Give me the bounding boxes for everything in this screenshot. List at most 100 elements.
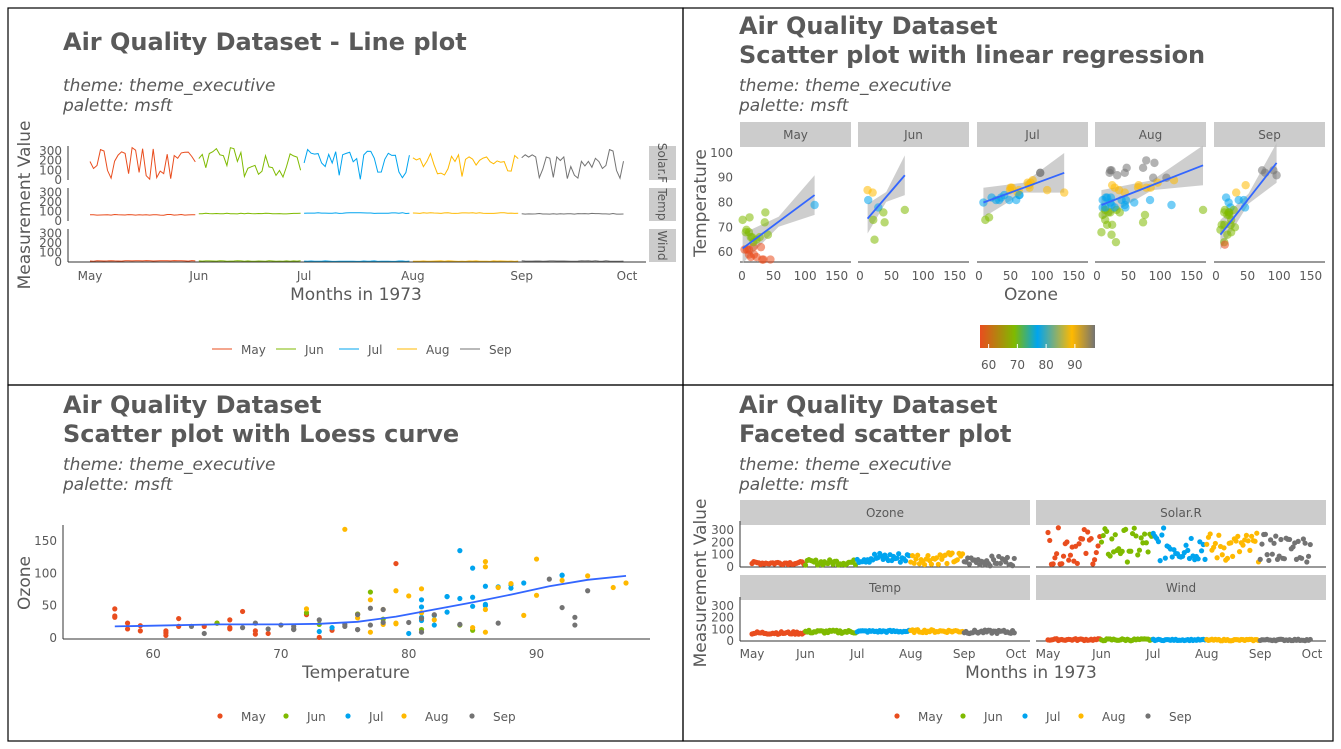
panel3-point-sep [291,626,297,632]
panel2-point [1107,230,1116,239]
panel4-point-aug [944,560,950,567]
panel3-legend-label: May [241,710,266,724]
panel1-ytick-label: 0 [54,255,62,269]
panel2-colorbar-label: 90 [1067,358,1082,372]
panel4-point-jul [1188,535,1194,542]
panel3-point-may [163,628,169,634]
panel2-point [880,218,889,227]
panel1-facet-label: Solar.F [655,143,669,183]
panel4-point-aug [1214,555,1220,561]
panel1-subtitle-palette: palette: msft [62,96,174,116]
panel2-point [738,215,747,225]
panel2-point [760,218,769,227]
panel3-legend-key [217,713,223,719]
panel1-ytick-label: 100 [39,246,62,260]
panel4-point-jun [1107,553,1113,559]
panel3-legend-key [283,713,289,719]
panel4-point-aug [1243,532,1250,538]
panel4-point-may [1060,553,1067,559]
panel4-xtick-label: May [1036,647,1061,661]
panel4-point-sep [1307,636,1313,643]
panel3-point-aug [418,586,425,592]
panel4-point-jul [1162,555,1168,561]
panel3-point-aug [533,592,540,598]
panel2-point [1101,193,1111,202]
panel3-point-jun [367,589,373,595]
panel3-xtick-label: 90 [529,647,544,661]
panel1-ytick-label: 300 [39,227,62,241]
panel3-point-aug [521,612,527,618]
panel3-point-sep [239,625,246,631]
panel2-facet-label: May [783,128,808,142]
panel4-point-may [1064,539,1070,545]
panel3-point-may [239,608,246,615]
panel4-xtick-label: Aug [1195,647,1218,661]
panel1-ytick-label: 300 [39,144,62,158]
panel-border-line-plot [7,7,684,386]
panel4-point-sep [1269,551,1275,557]
panel2-confidence-ribbon [867,155,905,234]
panel4-point-aug [1204,541,1210,547]
panel4-point-sep [1257,556,1263,562]
panel4-point-aug [1224,555,1231,562]
panel4-point-aug [1240,542,1246,548]
panel3-point-sep [546,576,552,582]
panel4-point-jun [1133,533,1139,539]
panel4-ytick-label: 0 [726,634,734,648]
panel3-point-aug [533,556,540,562]
panel3-legend-key [345,713,351,719]
panel3-point-sep [316,617,322,623]
panel4-point-aug [915,552,921,558]
panel2-point [1232,188,1241,197]
panel4-point-jun [1109,536,1115,542]
panel2-point [1113,171,1122,180]
panel2-xtick-label: 100 [1268,269,1291,283]
panel2-regression-line [983,171,1065,204]
panel4-point-sep [1281,556,1287,562]
panel2-regression-line [742,194,816,250]
panel3-point-sep [380,619,386,626]
panel2-point [1234,195,1243,205]
panel3-point-may [112,614,118,620]
panel4-point-may [1055,525,1061,531]
panel3-point-sep [495,620,501,626]
panel-border-faceted [682,384,1334,742]
panel1-series-line-aug [412,152,519,177]
panel2-ylabel: Temperature [691,149,711,258]
panel4-legend-key [1078,713,1084,719]
panel4-legend-key [1145,713,1151,719]
panel4-legend-key [1022,713,1028,719]
panel3-legend-label: Jul [368,710,383,724]
panel3-title-line1: Air Quality Dataset [63,391,321,419]
panel2-xtick-label: 100 [1031,269,1054,283]
panel3-point-jul [316,628,322,635]
panel2-point [879,208,888,217]
panel1-facet-strip [649,146,676,180]
panel1-ylabel: Measurement Value [15,121,35,290]
panel1-facet-strip [649,188,676,221]
panel4-point-jul [1157,558,1163,564]
panel2-point [984,213,994,222]
panel4-facet-label: Wind [1166,581,1196,595]
panel3-xlabel: Temperature [301,663,410,683]
panel4-point-sep [966,561,973,567]
panel1-series-line-jul [304,212,410,215]
panel4-point-may [1045,529,1051,536]
panel4-point-may [1079,536,1086,542]
panel2-facet-label: Sep [1258,128,1281,142]
panel4-point-jun [1100,532,1106,539]
panel4-ylabel: Measurement Value [691,499,711,668]
panel3-point-jul [329,625,335,631]
panel4-point-jul [1155,539,1162,545]
panel4-point-may [1047,537,1053,544]
panel4-point-sep [1267,537,1274,543]
panel3-point-sep [559,604,565,611]
panel2-point [1012,195,1021,205]
panel3-point-aug [508,581,514,587]
panel4-point-aug [954,557,960,563]
panel4-point-jul [1185,547,1191,553]
panel3-legend-key [401,713,407,719]
panel4-point-may [1066,557,1072,563]
panel1-legend-label: May [241,343,266,357]
panel3-point-sep [457,621,463,628]
